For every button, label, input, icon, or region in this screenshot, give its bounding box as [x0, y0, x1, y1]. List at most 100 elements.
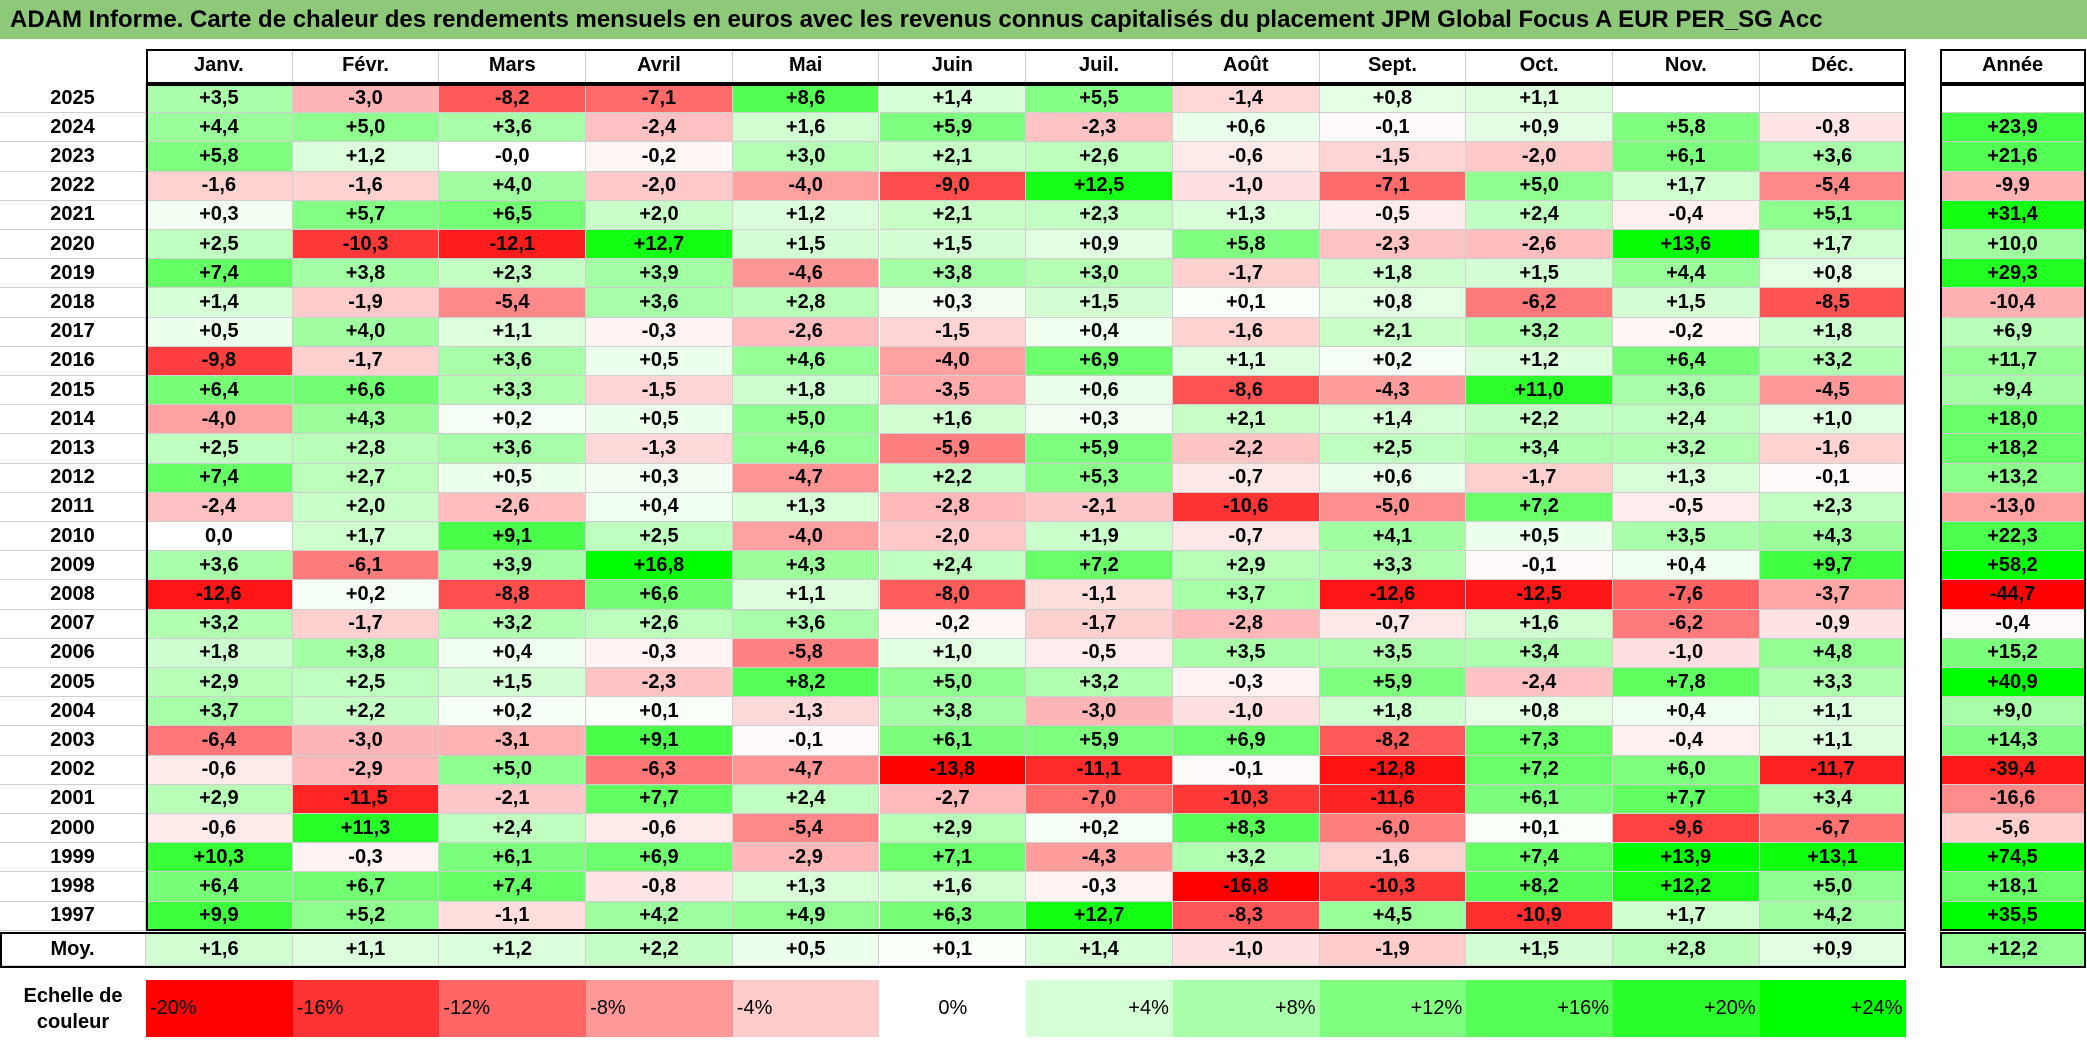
heatmap-cell: -10,3 — [1172, 784, 1320, 814]
heatmap-cell: -6,3 — [586, 755, 733, 785]
heatmap-cell — [1759, 84, 1907, 114]
annual-cell: -44,7 — [1940, 580, 2086, 610]
heatmap-cell: -6,0 — [1319, 814, 1467, 844]
heatmap-cell: -1,6 — [1172, 317, 1320, 347]
heatmap-cell: +3,6 — [439, 346, 587, 376]
column-header: Mai — [732, 49, 880, 83]
heatmap-cell: +0,5 — [586, 405, 733, 435]
heatmap-cell: +3,6 — [586, 288, 733, 318]
heatmap-cell: -12,1 — [439, 230, 587, 260]
column-header: Sept. — [1319, 49, 1467, 83]
heatmap-cell: +5,9 — [1026, 726, 1173, 756]
heatmap-cell: +5,0 — [439, 755, 587, 785]
heatmap-cell: +4,3 — [732, 551, 880, 581]
heatmap-cell: +16,8 — [586, 551, 733, 581]
heatmap-cell: -2,6 — [1466, 230, 1613, 260]
heatmap-cell: +1,6 — [879, 405, 1027, 435]
annual-cell: +6,9 — [1940, 317, 2086, 347]
color-scale-stop: +20% — [1613, 980, 1760, 1037]
heatmap-cell: -2,0 — [879, 522, 1027, 552]
heatmap-cell: +12,5 — [1026, 171, 1173, 201]
heatmap-cell: -12,8 — [1319, 755, 1467, 785]
heatmap-cell: -3,0 — [292, 726, 440, 756]
heatmap-cell: -10,3 — [1319, 872, 1467, 902]
annual-cell: +13,2 — [1940, 463, 2086, 493]
heatmap-cell: +2,4 — [439, 814, 587, 844]
heatmap-cell: +1,5 — [732, 230, 880, 260]
heatmap-cell: -1,6 — [1759, 434, 1907, 464]
heatmap-cell: +3,4 — [1759, 784, 1907, 814]
heatmap-cell: +4,1 — [1319, 522, 1467, 552]
heatmap-cell: +4,0 — [292, 317, 440, 347]
heatmap-cell: +2,9 — [146, 784, 293, 814]
annual-cell: +18,2 — [1940, 434, 2086, 464]
heatmap-cell: -5,4 — [732, 814, 880, 844]
annual-cell: +9,4 — [1940, 376, 2086, 406]
heatmap-cell: -12,6 — [1319, 580, 1467, 610]
column-header: Juil. — [1026, 49, 1173, 83]
heatmap-cell: +7,2 — [1026, 551, 1173, 581]
heatmap-cell: +9,7 — [1759, 551, 1907, 581]
heatmap-cell: -3,0 — [1026, 697, 1173, 727]
heatmap-cell: +2,1 — [1319, 317, 1467, 347]
heatmap-cell: -0,5 — [1613, 492, 1760, 522]
heatmap-cell: +1,5 — [1026, 288, 1173, 318]
heatmap-cell: -4,0 — [732, 522, 880, 552]
heatmap-cell: -4,7 — [732, 463, 880, 493]
heatmap-cell: +1,8 — [732, 376, 880, 406]
heatmap-cell: +8,2 — [732, 668, 880, 698]
row-year-label: 2007 — [0, 609, 146, 639]
annual-cell: -16,6 — [1940, 784, 2086, 814]
heatmap-cell: -5,0 — [1319, 492, 1467, 522]
heatmap-cell: +13,1 — [1759, 843, 1907, 873]
heatmap-cell: +4,3 — [292, 405, 440, 435]
row-year-label: 2013 — [0, 434, 146, 464]
average-cell: +1,1 — [292, 934, 440, 966]
heatmap-cell: +2,5 — [292, 668, 440, 698]
heatmap-cell: +0,1 — [1172, 288, 1320, 318]
annual-cell: +31,4 — [1940, 200, 2086, 230]
heatmap-cell: +2,6 — [586, 609, 733, 639]
average-cell: +0,1 — [879, 934, 1027, 966]
heatmap-cell: +0,2 — [439, 405, 587, 435]
heatmap-cell: +1,0 — [879, 638, 1027, 668]
heatmap-cell: +1,4 — [146, 288, 293, 318]
average-cell: +0,9 — [1759, 934, 1907, 966]
row-year-label: 1998 — [0, 872, 146, 902]
heatmap-cell: +4,3 — [1759, 522, 1907, 552]
heatmap-cell: +3,2 — [439, 609, 587, 639]
column-header: Avril — [586, 49, 733, 83]
heatmap-cell: +4,2 — [1759, 901, 1907, 931]
heatmap-cell: +4,4 — [1613, 259, 1760, 289]
heatmap-cell: +3,5 — [1613, 522, 1760, 552]
heatmap-cell: +2,1 — [879, 142, 1027, 172]
heatmap-cell: +2,8 — [732, 288, 880, 318]
heatmap-cell: +13,6 — [1613, 230, 1760, 260]
heatmap-cell: +7,8 — [1613, 668, 1760, 698]
heatmap-cell: +1,6 — [732, 113, 880, 143]
average-cell: +0,5 — [732, 934, 880, 966]
heatmap-cell: -3,1 — [439, 726, 587, 756]
heatmap-cell: +2,4 — [879, 551, 1027, 581]
heatmap-cell: -2,3 — [586, 668, 733, 698]
heatmap-cell: +8,6 — [732, 84, 880, 114]
heatmap-cell: -1,6 — [1319, 843, 1467, 873]
heatmap-cell: +2,3 — [439, 259, 587, 289]
heatmap-cell: +3,6 — [1613, 376, 1760, 406]
heatmap-cell: +2,5 — [1319, 434, 1467, 464]
heatmap-cell: +1,2 — [732, 200, 880, 230]
heatmap-cell: -2,8 — [879, 492, 1027, 522]
heatmap-cell: +3,6 — [146, 551, 293, 581]
heatmap-cell: -10,6 — [1172, 492, 1320, 522]
heatmap-cell: +3,9 — [586, 259, 733, 289]
heatmap-cell: -0,1 — [732, 726, 880, 756]
heatmap-cell: +1,3 — [1613, 463, 1760, 493]
row-year-label: 2014 — [0, 405, 146, 435]
heatmap-cell: -0,4 — [1613, 726, 1760, 756]
heatmap-cell: -4,0 — [732, 171, 880, 201]
heatmap-cell: +2,5 — [586, 522, 733, 552]
row-year-label: 2006 — [0, 638, 146, 668]
heatmap-cell: -2,1 — [439, 784, 587, 814]
column-header: Févr. — [292, 49, 440, 83]
